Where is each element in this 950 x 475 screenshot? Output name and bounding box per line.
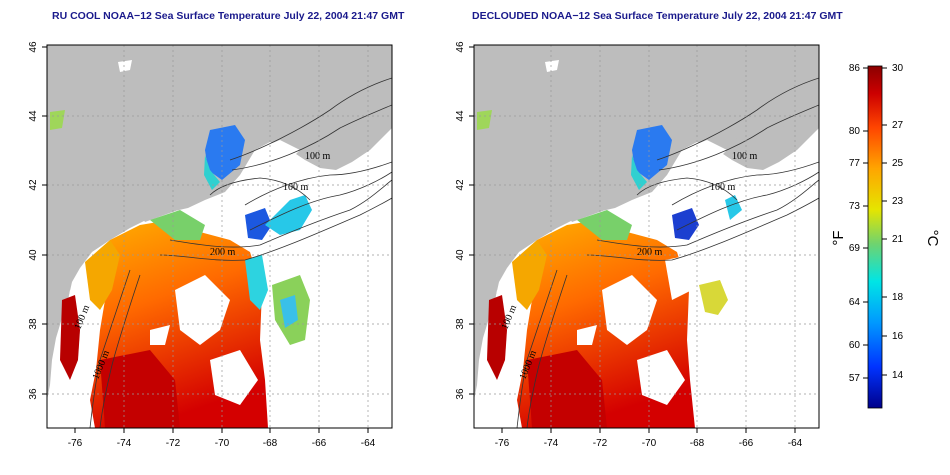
colorbar-c-tick: 16 [892, 331, 904, 342]
sst-shelf-mix [150, 210, 205, 240]
contour-label: 200 m [210, 247, 236, 258]
lat-tick-label: 36 [455, 388, 466, 400]
sst-shelf-mix [577, 210, 632, 240]
lat-tick-label: 36 [28, 388, 39, 400]
contour-label: 100 m [283, 182, 309, 193]
lon-tick-label: -64 [361, 438, 376, 449]
lon-tick-label: -76 [68, 438, 83, 449]
colorbar-c-tick: 27 [892, 120, 904, 131]
cloud-gap [175, 275, 230, 345]
map-panel-left: 100 m 100 m 200 m 100 m 1000 m [47, 45, 392, 428]
nova-scotia [727, 78, 819, 140]
sst-georges [672, 208, 699, 240]
colorbar-f-tick: 86 [849, 63, 861, 74]
lat-tick-label: 44 [455, 110, 466, 122]
lat-tick-label: 38 [455, 318, 466, 330]
colorbar-f-tick: 57 [849, 373, 861, 384]
sst-cool-maine [205, 125, 245, 180]
sst-offshore-cyan [280, 295, 298, 328]
axis-left: -76 -74 -72 -70 -68 -66 -64 46 44 42 40 … [28, 41, 376, 449]
contour-label: 100 m [732, 151, 758, 162]
map-panel-right: 100 m 100 m 200 m 100 m 1000 m [474, 45, 819, 428]
lat-tick-label: 42 [28, 179, 39, 191]
lat-tick-label: 38 [28, 318, 39, 330]
sst-cool-maine [632, 125, 672, 180]
graticule [474, 45, 819, 428]
contour-label: 100 m [305, 151, 331, 162]
colorbar-f-tick: 60 [849, 340, 861, 351]
lake-spot [118, 60, 132, 72]
lon-tick-label: -74 [544, 438, 559, 449]
colorbar-fahrenheit-label: °F [830, 230, 847, 245]
colorbar-f-tick: 73 [849, 201, 861, 212]
lon-tick-label: -66 [739, 438, 754, 449]
colorbar-celsius-label: °C [924, 230, 941, 247]
sst-cool-maine-edge [631, 155, 647, 190]
axis-right: -76 -74 -72 -70 -68 -66 -64 46 44 42 40 … [455, 41, 803, 449]
cloud-gap [577, 325, 597, 345]
lon-tick-label: -64 [788, 438, 803, 449]
sst-coastal-red [487, 295, 507, 380]
bathymetry-contours [89, 77, 392, 428]
colorbar-gradient [867, 65, 883, 409]
sst-shelf-warm [85, 240, 120, 310]
colorbar: 86 80 77 73 69 64 60 57 30 27 25 23 21 1… [830, 63, 941, 409]
lake-spot [545, 60, 559, 72]
cloud-gap [150, 325, 170, 345]
sst-deep-red [100, 350, 180, 428]
lon-tick-label: -66 [312, 438, 327, 449]
lon-tick-label: -74 [117, 438, 132, 449]
sst-ns-patch [50, 110, 65, 130]
sst-slope-cyan [245, 255, 268, 310]
bathymetry-contours [516, 77, 819, 428]
lon-tick-label: -68 [690, 438, 705, 449]
long-island [140, 205, 178, 222]
sst-georges-edge [725, 195, 742, 220]
lat-tick-label: 46 [28, 41, 39, 53]
colorbar-c-tick: 30 [892, 63, 904, 74]
lon-tick-label: -76 [495, 438, 510, 449]
colorbar-c-tick: 18 [892, 292, 904, 303]
sst-cool-maine-edge [204, 155, 220, 190]
lon-tick-label: -72 [166, 438, 181, 449]
long-island [567, 205, 605, 222]
nova-scotia [300, 78, 392, 140]
colorbar-c-tick: 23 [892, 196, 904, 207]
lat-tick-label: 44 [28, 110, 39, 122]
lat-tick-label: 42 [455, 179, 466, 191]
sst-offshore-mix [699, 280, 728, 315]
lat-tick-label: 46 [455, 41, 466, 53]
lat-tick-label: 40 [455, 249, 466, 261]
cloud-gap [665, 255, 692, 300]
sst-ns-patch [477, 110, 492, 130]
lat-tick-label: 40 [28, 249, 39, 261]
colorbar-c-tick: 21 [892, 234, 904, 245]
graticule [47, 45, 392, 428]
contour-label: 200 m [637, 247, 663, 258]
contour-label: 100 m [710, 182, 736, 193]
sst-georges-edge [265, 195, 312, 235]
colorbar-c-tick: 14 [892, 370, 904, 381]
lon-tick-label: -70 [215, 438, 230, 449]
lon-tick-label: -68 [263, 438, 278, 449]
colorbar-f-tick: 80 [849, 126, 861, 137]
lon-tick-label: -70 [642, 438, 657, 449]
colorbar-f-tick: 77 [849, 158, 861, 169]
colorbar-f-tick: 64 [849, 297, 861, 308]
map-title-left: RU COOL NOAA−12 Sea Surface Temperature … [52, 10, 405, 22]
sst-shelf-warm [512, 240, 547, 310]
map-frame-right [473, 44, 820, 429]
colorbar-f-tick: 69 [849, 243, 861, 254]
sst-coastal-red [60, 295, 80, 380]
colorbar-c-tick: 25 [892, 158, 904, 169]
map-frame-left [46, 44, 393, 429]
lon-tick-label: -72 [593, 438, 608, 449]
map-title-right: DECLOUDED NOAA−12 Sea Surface Temperatur… [472, 10, 843, 22]
sst-georges [245, 208, 272, 240]
cloud-gap [602, 275, 657, 345]
sst-deep-red [527, 350, 607, 428]
